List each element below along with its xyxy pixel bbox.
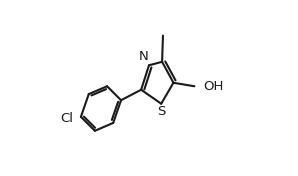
Text: S: S xyxy=(157,105,166,118)
Text: OH: OH xyxy=(203,80,224,93)
Text: Cl: Cl xyxy=(60,112,74,125)
Text: N: N xyxy=(139,50,149,63)
